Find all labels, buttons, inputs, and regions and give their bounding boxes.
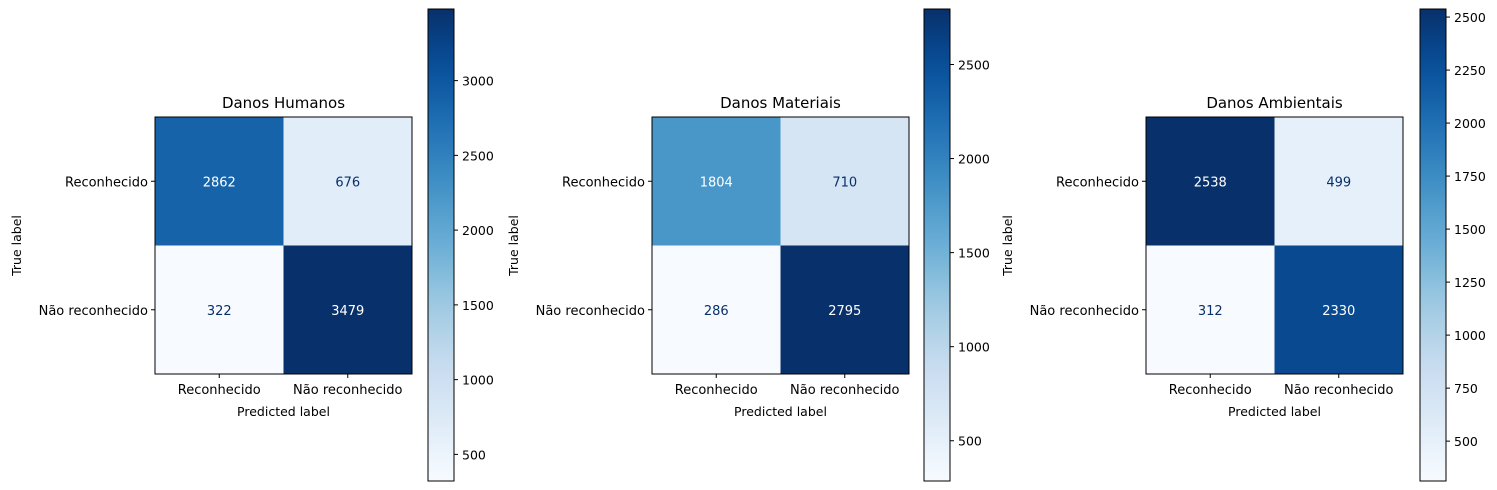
colorbar-tick-label: 500	[1454, 434, 1478, 449]
colorbar-tick-label: 750	[1454, 381, 1478, 396]
heatmap-cell	[652, 117, 781, 246]
heatmap-cell	[155, 245, 284, 374]
colorbar-tick-label: 1000	[462, 373, 494, 388]
x-axis-label: Predicted label	[237, 404, 330, 419]
colorbar-tick-label: 1500	[958, 246, 990, 261]
cell-value-label: 322	[207, 304, 232, 319]
colorbar-tick-label: 1750	[1454, 169, 1486, 184]
y-tick-label: Não reconhecido	[536, 304, 645, 319]
x-tick-label: Não reconhecido	[790, 383, 899, 398]
cell-value-label: 2330	[1322, 304, 1355, 319]
x-tick-label: Não reconhecido	[293, 383, 402, 398]
axes-frame	[651, 116, 910, 375]
colorbar	[427, 8, 455, 482]
cell-value-label: 286	[704, 304, 729, 319]
heatmap-cell	[1146, 117, 1275, 246]
cell-value-label: 499	[1326, 175, 1351, 190]
panel-danos-ambientais: Danos Ambientais 2538 499 312 2330 Reconhecid…	[1000, 8, 1486, 482]
colorbar-tick-label: 500	[462, 447, 486, 462]
colorbar-tick-label: 2000	[1454, 116, 1486, 131]
axes-frame	[154, 116, 413, 375]
y-tick-label: Reconhecido	[1056, 175, 1139, 190]
colorbar-tick-label: 1000	[1454, 328, 1486, 343]
x-tick-label: Reconhecido	[178, 383, 261, 398]
colorbar-tick-label: 1500	[462, 298, 494, 313]
colorbar	[1419, 8, 1447, 482]
colorbar-tick-label: 2500	[462, 148, 494, 163]
y-tick-label: Não reconhecido	[39, 304, 148, 319]
heatmap-cell	[780, 245, 909, 374]
colorbar-tick-label: 2000	[958, 152, 990, 167]
y-axis-label: True label	[1000, 215, 1015, 277]
cell-value-label: 2862	[203, 175, 236, 190]
x-axis-label: Predicted label	[1228, 404, 1321, 419]
cell-value-label: 1804	[700, 175, 733, 190]
colorbar-tick-label: 2000	[462, 223, 494, 238]
chart-title: Danos Humanos	[222, 94, 345, 112]
panel-danos-humanos: Danos Humanos 2862 676 322 3479 Reconhecido Nã…	[9, 8, 494, 482]
heatmap-cell	[1146, 245, 1275, 374]
colorbar-tick-label: 2500	[958, 57, 990, 72]
chart-title: Danos Ambientais	[1206, 94, 1343, 112]
heatmap-cell	[1274, 245, 1403, 374]
cell-value-label: 312	[1198, 304, 1223, 319]
colorbar-tick-label: 1250	[1454, 275, 1486, 290]
cell-value-label: 710	[832, 175, 857, 190]
y-tick-label: Não reconhecido	[1030, 304, 1139, 319]
heatmap-cell	[155, 117, 284, 246]
cell-value-label: 676	[335, 175, 360, 190]
heatmap-cell	[283, 117, 412, 246]
cell-value-label: 3479	[331, 304, 364, 319]
colorbar-tick-label: 2500	[1454, 10, 1486, 25]
x-tick-label: Reconhecido	[675, 383, 758, 398]
panel-danos-materiais: Danos Materiais 1804 710 286 2795 Reconhecido…	[506, 8, 990, 482]
colorbar-tick-label: 2250	[1454, 63, 1486, 78]
heatmap-cell	[652, 245, 781, 374]
axes-frame	[1145, 116, 1404, 375]
y-tick-label: Reconhecido	[65, 175, 148, 190]
heatmap-cell	[1274, 117, 1403, 246]
chart-title: Danos Materiais	[720, 94, 841, 112]
heatmap-cell	[283, 245, 412, 374]
y-axis-label: True label	[506, 215, 521, 277]
colorbar-tick-label: 1500	[1454, 222, 1486, 237]
x-tick-label: Não reconhecido	[1284, 383, 1393, 398]
heatmap-cell	[780, 117, 909, 246]
x-tick-label: Reconhecido	[1169, 383, 1252, 398]
y-tick-label: Reconhecido	[562, 175, 645, 190]
colorbar-tick-label: 3000	[462, 74, 494, 89]
cell-value-label: 2538	[1194, 175, 1227, 190]
colorbar	[923, 8, 951, 482]
y-axis-label: True label	[9, 215, 24, 277]
colorbar-tick-label: 500	[958, 434, 982, 449]
x-axis-label: Predicted label	[734, 404, 827, 419]
colorbar-tick-label: 1000	[958, 340, 990, 355]
cell-value-label: 2795	[828, 304, 861, 319]
